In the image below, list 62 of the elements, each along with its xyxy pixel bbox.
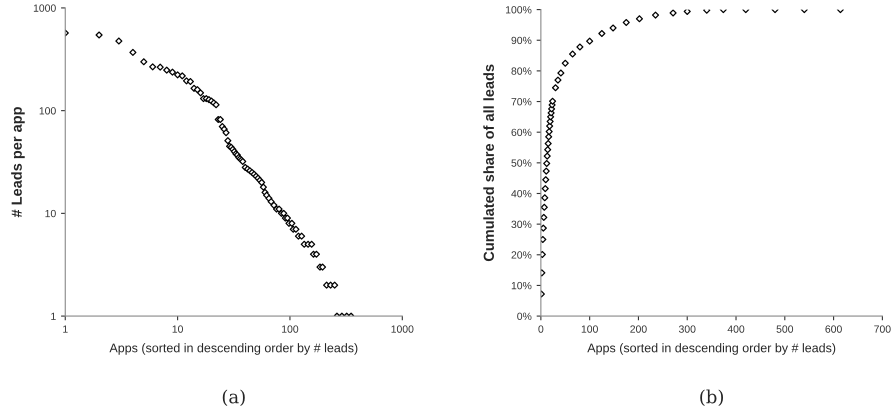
y-tick-label: 70%: [512, 98, 532, 106]
y-tick-label: 50%: [511, 159, 532, 167]
point: [542, 185, 549, 192]
x-tick-label: 100: [582, 325, 598, 333]
point: [636, 15, 643, 22]
y-tick-label: 1: [51, 312, 56, 320]
point: [540, 204, 548, 211]
point: [598, 30, 606, 38]
x-tick-label: 700: [874, 325, 891, 333]
point: [549, 98, 556, 105]
y-tick-label: 20%: [512, 251, 532, 259]
y-tick-label: 0%: [517, 312, 532, 320]
point: [552, 84, 560, 92]
y-tick-label: 10: [45, 210, 56, 218]
y-tick-label: 60%: [512, 128, 532, 136]
x-tick-label: 500: [776, 325, 794, 333]
point: [652, 12, 660, 19]
y-tick-label: 1000: [34, 4, 56, 12]
point: [545, 133, 552, 140]
y-tick-label: 100: [40, 107, 56, 115]
point: [542, 176, 550, 184]
y-tick-label: 100%: [506, 6, 532, 14]
point: [554, 76, 562, 84]
y-tick-label: 80%: [511, 67, 532, 75]
y-axis-title: # Leads per app: [11, 107, 25, 218]
x-tick-label: 1: [63, 325, 68, 333]
point: [569, 50, 576, 58]
point: [622, 18, 630, 26]
point: [586, 38, 594, 45]
x-tick-label: 600: [825, 325, 842, 333]
point: [540, 214, 548, 221]
point: [541, 194, 548, 202]
y-tick-label: 10%: [512, 282, 532, 290]
x-tick-label: 100: [282, 325, 298, 333]
point: [557, 69, 564, 77]
point: [546, 128, 553, 136]
x-tick-label: 400: [728, 325, 744, 333]
x-tick-label: 0: [538, 325, 544, 333]
point: [576, 43, 584, 51]
point: [542, 168, 550, 175]
x-tick-label: 300: [678, 325, 696, 333]
point: [562, 60, 569, 67]
y-tick-label: 90%: [511, 36, 532, 44]
text: (b): [700, 390, 724, 406]
x-tick-label: 200: [630, 325, 647, 333]
point: [544, 146, 552, 154]
point: [610, 24, 617, 32]
point: [540, 224, 547, 232]
x-tick-label: 1000: [392, 325, 414, 333]
point: [544, 140, 552, 148]
x-axis-title: Apps (sorted in descending order by # leads): [587, 343, 836, 355]
point: [544, 152, 551, 160]
x-axis-title: Apps (sorted in descending order by # leads): [109, 343, 358, 355]
y-axis-title: Cumulated share of all leads: [483, 64, 494, 262]
text: (a): [222, 390, 245, 406]
y-tick-label: 40%: [511, 190, 532, 198]
y-tick-label: 30%: [511, 220, 532, 228]
point: [684, 10, 691, 15]
x-tick-label: 10: [172, 325, 183, 333]
point: [543, 160, 550, 168]
point: [540, 236, 546, 244]
point: [670, 10, 677, 17]
